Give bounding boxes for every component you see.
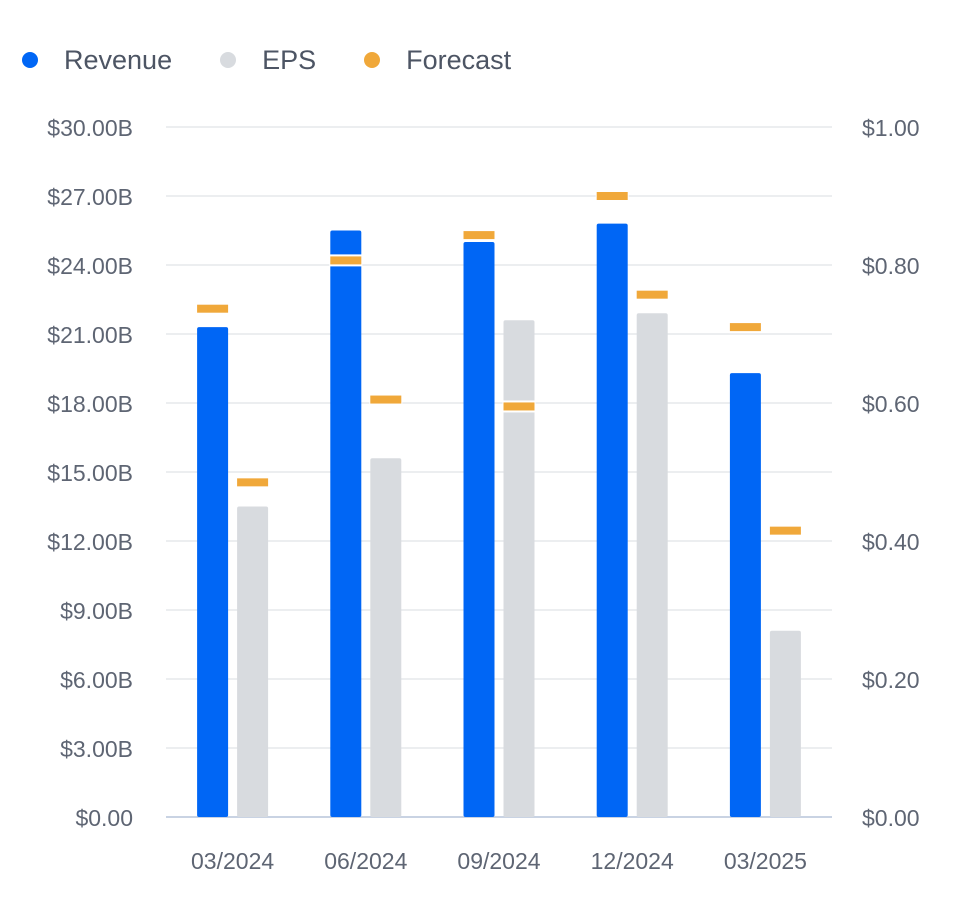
bar-revenue[interactable]	[729, 373, 761, 817]
bar-revenue[interactable]	[197, 327, 229, 817]
bar-eps[interactable]	[370, 458, 402, 817]
bar-revenue[interactable]	[463, 242, 495, 817]
y-right-tick-label: $1.00	[862, 115, 920, 141]
y-left-tick-label: $21.00B	[47, 322, 133, 348]
gridlines	[166, 126, 832, 818]
y-left-tick-label: $9.00B	[60, 598, 133, 624]
forecast-markers	[196, 190, 802, 537]
y-axis-left-ticks: $0.00 $3.00B $6.00B $9.00B $12.00B $15.00B $18…	[47, 115, 133, 831]
y-left-tick-label: $24.00B	[47, 253, 133, 279]
legend-dot-forecast	[364, 52, 381, 68]
y-left-tick-label: $12.00B	[47, 529, 133, 555]
legend: Revenue EPS Forecast	[22, 40, 559, 80]
bar-eps[interactable]	[237, 506, 269, 818]
y-axis-right-ticks: $0.00 $0.20 $0.40 $0.60 $0.80 $1.00	[862, 115, 920, 831]
forecast-marker-revenue[interactable]	[729, 323, 761, 332]
bar-revenue[interactable]	[330, 230, 362, 818]
y-left-tick-label: $27.00B	[47, 184, 133, 210]
legend-item-revenue[interactable]: Revenue	[22, 45, 172, 76]
forecast-marker-eps[interactable]	[370, 395, 402, 404]
bar-eps[interactable]	[769, 630, 801, 817]
bar-eps[interactable]	[503, 320, 535, 817]
y-left-tick-label: $3.00B	[60, 736, 133, 762]
y-right-tick-label: $0.80	[862, 253, 920, 279]
y-right-tick-label: $0.60	[862, 391, 920, 417]
x-tick-label: 03/2024	[191, 848, 274, 874]
y-left-tick-label: $18.00B	[47, 391, 133, 417]
forecast-marker-revenue[interactable]	[197, 304, 229, 313]
y-left-tick-label: $30.00B	[47, 115, 133, 141]
legend-label-revenue: Revenue	[64, 44, 173, 75]
legend-dot-eps	[220, 52, 237, 68]
forecast-marker-revenue[interactable]	[596, 192, 628, 200]
forecast-marker-revenue[interactable]	[463, 231, 495, 240]
legend-item-forecast[interactable]: Forecast	[364, 45, 511, 76]
x-tick-label: 06/2024	[324, 848, 407, 874]
y-left-tick-label: $6.00B	[60, 667, 133, 693]
forecast-marker-eps[interactable]	[769, 526, 801, 535]
bar-eps[interactable]	[636, 313, 668, 817]
x-tick-label: 12/2024	[591, 848, 674, 874]
y-right-tick-label: $0.00	[862, 805, 920, 831]
x-tick-label: 09/2024	[457, 848, 540, 874]
forecast-marker-revenue[interactable]	[330, 256, 362, 265]
x-axis-ticks: 03/2024 06/2024 09/2024 12/2024 03/2025	[191, 848, 807, 874]
forecast-marker-eps[interactable]	[503, 402, 535, 411]
y-left-tick-label: $0.00	[75, 805, 133, 831]
y-right-tick-label: $0.40	[862, 529, 920, 555]
legend-label-forecast: Forecast	[406, 44, 512, 75]
legend-label-eps: EPS	[262, 44, 317, 75]
bars	[197, 223, 801, 818]
y-left-tick-label: $15.00B	[47, 460, 133, 486]
x-tick-label: 03/2025	[724, 848, 807, 874]
forecast-marker-eps[interactable]	[636, 290, 668, 299]
bar-revenue[interactable]	[596, 223, 628, 818]
legend-item-eps[interactable]: EPS	[220, 45, 316, 76]
forecast-marker-eps[interactable]	[237, 478, 269, 487]
legend-dot-revenue	[22, 52, 38, 68]
y-right-tick-label: $0.20	[862, 667, 920, 693]
